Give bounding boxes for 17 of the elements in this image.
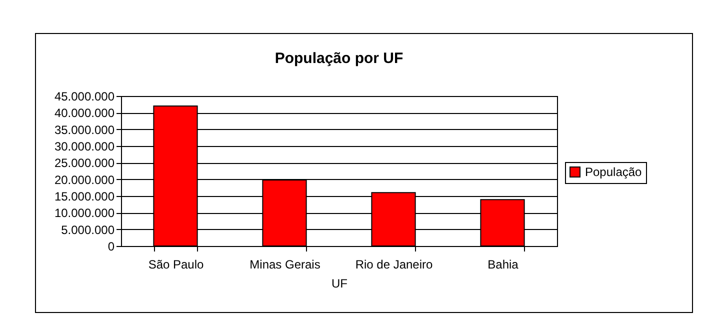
chart-title: População por UF	[274, 50, 404, 67]
y-tick-label: 20.000.000	[54, 172, 115, 187]
x-tick-label: Bahia	[488, 258, 519, 272]
y-tick-label: 40.000.000	[54, 106, 115, 120]
y-tick-label: 35.000.000	[54, 122, 115, 137]
x-axis-title: UF	[332, 276, 348, 290]
x-tick-label: Rio de Janeiro	[355, 258, 434, 272]
y-tick-label: 0	[108, 240, 115, 254]
y-tick-label: 25.000.000	[54, 156, 115, 170]
y-tick-label: 10.000.000	[54, 206, 115, 220]
y-tick-label: 30.000.000	[54, 140, 115, 154]
y-tick-label: 15.000.000	[54, 190, 115, 204]
x-tick-label: Minas Gerais	[250, 258, 320, 272]
y-tick-label: 45.000.000	[54, 90, 115, 104]
legend-label: População	[585, 165, 642, 179]
y-tick-label: 5.000.000	[61, 222, 115, 237]
x-tick-label: São Paulo	[148, 258, 204, 272]
